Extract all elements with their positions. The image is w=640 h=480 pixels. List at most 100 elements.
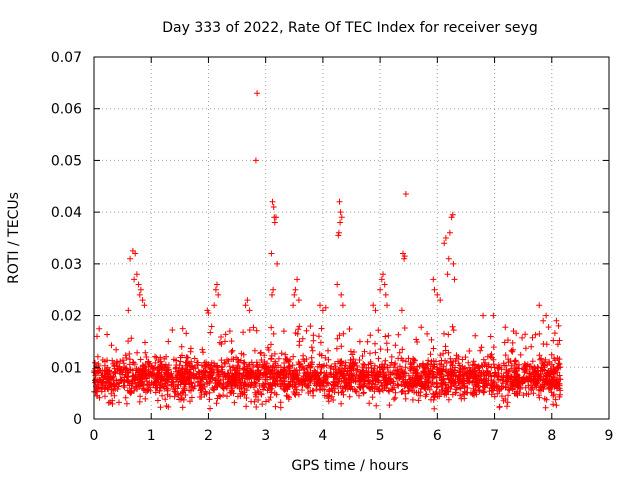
data-point [446, 229, 453, 236]
data-point [470, 368, 477, 375]
data-point [382, 333, 389, 340]
data-point [313, 372, 320, 379]
data-point [490, 312, 497, 319]
data-point [259, 364, 265, 371]
data-point [161, 363, 168, 370]
data-point [120, 382, 127, 389]
data-point [354, 366, 361, 373]
data-point [346, 363, 353, 370]
data-point [495, 362, 502, 369]
data-point [334, 370, 341, 377]
data-point [399, 357, 406, 364]
data-point [426, 373, 433, 380]
data-point [113, 346, 120, 353]
data-point [203, 369, 210, 376]
data-point [372, 340, 378, 347]
data-point [217, 393, 224, 400]
data-point [449, 323, 456, 330]
data-point [156, 387, 163, 394]
data-point [181, 385, 188, 392]
data-point [275, 362, 281, 369]
data-point [209, 385, 216, 391]
data-point [553, 317, 560, 324]
data-point [443, 391, 450, 398]
data-point [501, 339, 508, 346]
data-point [550, 379, 556, 386]
data-point [490, 356, 497, 363]
data-point [363, 367, 370, 374]
data-point [356, 392, 362, 399]
data-point [533, 380, 540, 386]
data-point [244, 370, 251, 376]
data-point [338, 400, 345, 407]
data-point [252, 157, 259, 164]
data-point [356, 338, 363, 345]
data-point [308, 344, 315, 351]
data-point [179, 325, 186, 332]
data-point [378, 383, 385, 390]
data-point [200, 349, 206, 356]
data-point [457, 385, 464, 392]
data-point [94, 333, 100, 340]
data-point [557, 391, 564, 398]
data-point [542, 404, 549, 411]
data-point [122, 371, 129, 378]
data-point [255, 367, 262, 374]
data-point [441, 240, 448, 247]
data-point [386, 388, 393, 395]
data-point [447, 359, 454, 366]
data-point [419, 382, 425, 389]
data-point [104, 331, 111, 338]
data-point [344, 368, 351, 375]
data-point [330, 397, 337, 403]
data-point [420, 369, 427, 376]
data-point [422, 393, 429, 400]
data-point [142, 349, 149, 356]
data-point [207, 405, 214, 412]
data-point [229, 379, 236, 386]
data-point [316, 361, 323, 368]
data-point [502, 383, 509, 390]
data-point [237, 372, 243, 378]
data-point [539, 377, 546, 384]
data-point [536, 352, 543, 359]
data-point [531, 370, 538, 377]
data-point [357, 384, 363, 391]
data-point [228, 338, 235, 345]
data-point [392, 367, 399, 374]
data-point [496, 403, 503, 410]
axis-ticks [93, 56, 610, 420]
data-point [373, 385, 380, 392]
data-point [504, 403, 510, 410]
data-point [147, 384, 154, 391]
data-point [177, 354, 184, 361]
data-point [388, 359, 395, 366]
data-point [307, 378, 314, 385]
data-point [526, 375, 533, 381]
data-point [278, 350, 285, 357]
data-point [125, 338, 132, 345]
data-point [508, 373, 515, 380]
data-point [482, 371, 489, 378]
data-point [104, 364, 111, 371]
data-point [323, 362, 330, 369]
data-point [387, 379, 394, 386]
data-point [469, 391, 476, 398]
data-point [334, 281, 341, 288]
data-point [241, 389, 247, 396]
data-point [381, 373, 388, 380]
data-point [349, 360, 356, 367]
data-point [170, 381, 177, 387]
data-point [552, 396, 559, 403]
data-point [541, 359, 548, 366]
data-point [218, 334, 224, 340]
data-point [484, 353, 491, 360]
data-point [208, 372, 215, 379]
data-point [308, 354, 315, 361]
data-point [555, 360, 562, 367]
data-point [214, 369, 221, 376]
data-point [323, 373, 330, 380]
data-point [281, 360, 288, 366]
data-point [322, 304, 329, 311]
data-point [206, 389, 213, 396]
